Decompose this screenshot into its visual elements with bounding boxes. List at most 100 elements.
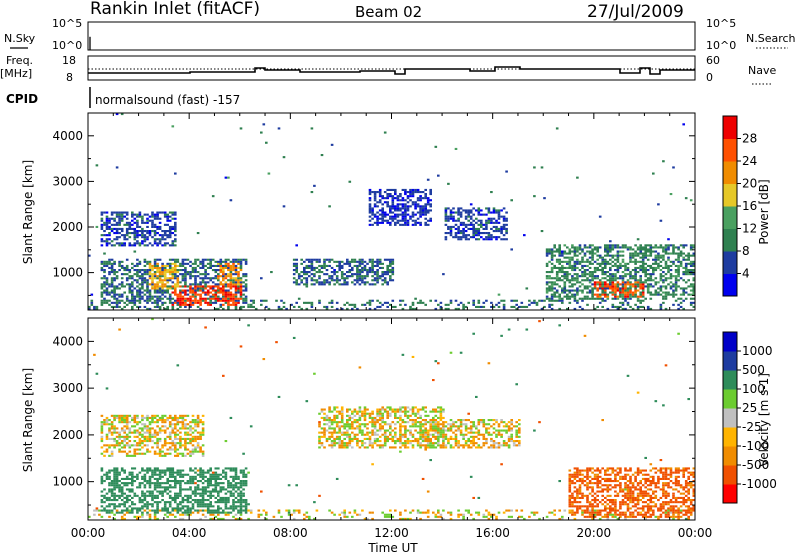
range-cell (234, 486, 238, 489)
range-cell (166, 234, 169, 237)
range-cell (125, 509, 129, 512)
range-cell (295, 283, 298, 286)
range-cell (371, 209, 374, 212)
range-cell (550, 293, 554, 296)
range-cell (659, 285, 663, 288)
range-cell (242, 293, 245, 296)
range-cell (138, 421, 142, 424)
range-cell (206, 266, 210, 269)
range-cell (641, 285, 645, 288)
range-cell (219, 305, 223, 308)
range-cell (619, 291, 622, 294)
range-cell (118, 450, 121, 453)
range-cell (222, 486, 225, 489)
range-cell (204, 293, 207, 296)
range-cell (406, 221, 410, 224)
range-cell (103, 450, 106, 453)
range-cell (348, 419, 352, 422)
range-cell (679, 244, 683, 247)
range-cell (386, 513, 389, 516)
range-cell (616, 264, 620, 267)
range-cell (520, 305, 524, 308)
range-cell (376, 275, 379, 278)
range-cell (118, 448, 121, 451)
range-cell (120, 285, 124, 288)
range-cell (224, 499, 228, 502)
range-cell (214, 467, 218, 470)
range-cell (146, 503, 149, 506)
range-cell (634, 271, 637, 274)
range-cell (181, 416, 185, 419)
range-cell (100, 291, 104, 294)
range-cell (378, 429, 382, 432)
range-cell (679, 305, 683, 308)
range-cell (588, 246, 592, 249)
range-cell (209, 482, 212, 485)
range-cell (237, 482, 240, 485)
range-cell (444, 211, 448, 214)
range-cell (381, 266, 384, 269)
range-cell (318, 264, 321, 267)
range-cell (687, 254, 690, 257)
range-cell (146, 448, 149, 451)
range-cell (196, 414, 200, 417)
range-cell (168, 269, 172, 272)
range-cell (510, 305, 513, 308)
range-cell (120, 486, 124, 489)
range-cell (606, 250, 610, 253)
range-cell (636, 254, 640, 257)
range-cell (174, 471, 177, 474)
range-cell (333, 269, 336, 272)
range-cell (275, 341, 278, 344)
range-cell (128, 446, 132, 449)
range-cell (472, 232, 475, 235)
range-cell (242, 285, 245, 288)
range-cell (163, 421, 167, 424)
range-cell (356, 437, 359, 440)
range-cell (156, 262, 159, 265)
range-cell (401, 203, 405, 206)
range-cell (601, 258, 604, 261)
range-cell (186, 293, 190, 296)
range-cell (88, 254, 91, 257)
range-cell (163, 271, 167, 274)
range-cell (108, 488, 111, 491)
range-cell (634, 285, 637, 288)
range-cell (118, 484, 121, 487)
range-cell (343, 279, 346, 282)
range-cell (153, 213, 157, 216)
range-cell (239, 484, 243, 487)
range-cell (629, 283, 632, 286)
range-cell (566, 295, 569, 298)
range-cell (181, 421, 185, 424)
range-cell (244, 301, 248, 304)
range-cell (189, 427, 192, 430)
range-cell (113, 419, 116, 422)
range-cell (103, 260, 106, 263)
range-cell (378, 427, 382, 430)
range-cell (373, 419, 377, 422)
range-cell (667, 266, 670, 269)
range-cell (295, 509, 298, 512)
range-cell (153, 283, 157, 286)
range-cell (636, 238, 640, 241)
range-cell (153, 295, 157, 298)
range-cell (609, 254, 612, 257)
range-cell (346, 414, 349, 417)
range-cell (148, 450, 152, 453)
range-cell (485, 219, 488, 222)
range-cell (568, 256, 572, 259)
range-cell (414, 207, 417, 210)
range-cell (606, 248, 610, 251)
range-cell (578, 260, 582, 263)
range-cell (239, 258, 243, 261)
range-cell (143, 269, 147, 272)
range-cell (196, 421, 200, 424)
range-cell (550, 250, 554, 253)
range-cell (237, 517, 240, 520)
range-cell (184, 273, 187, 276)
range-cell (368, 207, 372, 210)
range-cell (232, 279, 235, 282)
range-cell (166, 448, 169, 451)
